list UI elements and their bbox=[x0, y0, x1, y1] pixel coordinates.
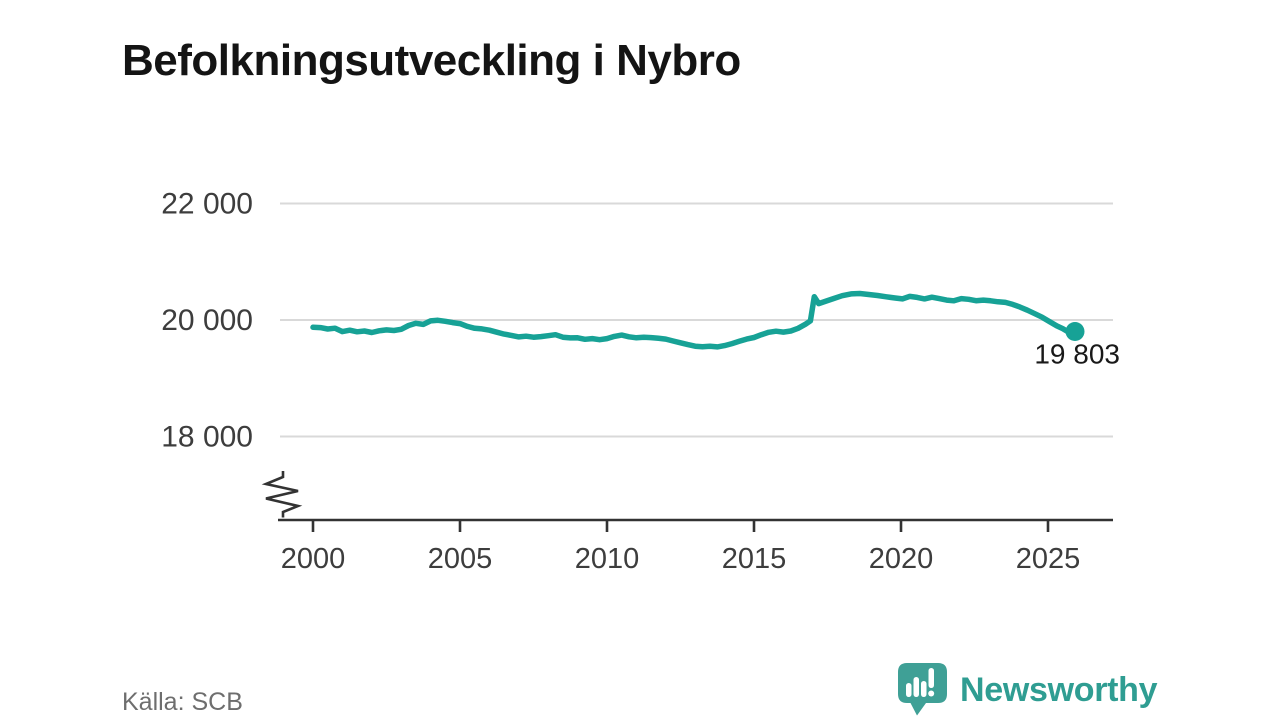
logo-exclamation-dot bbox=[928, 690, 935, 697]
source-label: Källa: SCB bbox=[122, 688, 243, 716]
axis-break-icon bbox=[261, 471, 303, 518]
x-tick-label: 2005 bbox=[428, 543, 493, 575]
population-line bbox=[310, 290, 1078, 350]
x-tick-label: 2020 bbox=[869, 543, 934, 575]
x-tick-label: 2000 bbox=[281, 543, 346, 575]
x-axis: 2000 2005 2010 2015 2020 2025 bbox=[278, 518, 1113, 575]
latest-value-label: 19 803 bbox=[1034, 338, 1120, 369]
gridlines bbox=[280, 202, 1113, 438]
y-tick-label: 20 000 bbox=[161, 304, 253, 337]
logo-bar-2 bbox=[913, 677, 919, 697]
x-tick-label: 2010 bbox=[575, 543, 640, 575]
latest-value-dot bbox=[1065, 322, 1085, 341]
logo-bar-3 bbox=[921, 681, 927, 697]
newsworthy-wordmark: Newsworthy bbox=[960, 671, 1158, 709]
logo-bar-1 bbox=[906, 683, 912, 697]
chart-title: Befolkningsutveckling i Nybro bbox=[122, 36, 741, 86]
x-tick-label: 2025 bbox=[1016, 543, 1081, 575]
y-axis-labels: 22 000 20 000 18 000 bbox=[161, 188, 253, 454]
logo-exclamation-bar bbox=[928, 668, 934, 688]
y-tick-label: 18 000 bbox=[161, 421, 253, 454]
y-tick-label: 22 000 bbox=[161, 188, 253, 221]
newsworthy-logo: Newsworthy bbox=[897, 662, 1158, 719]
x-tick-label: 2015 bbox=[722, 543, 787, 575]
newsworthy-logo-icon bbox=[898, 663, 947, 716]
